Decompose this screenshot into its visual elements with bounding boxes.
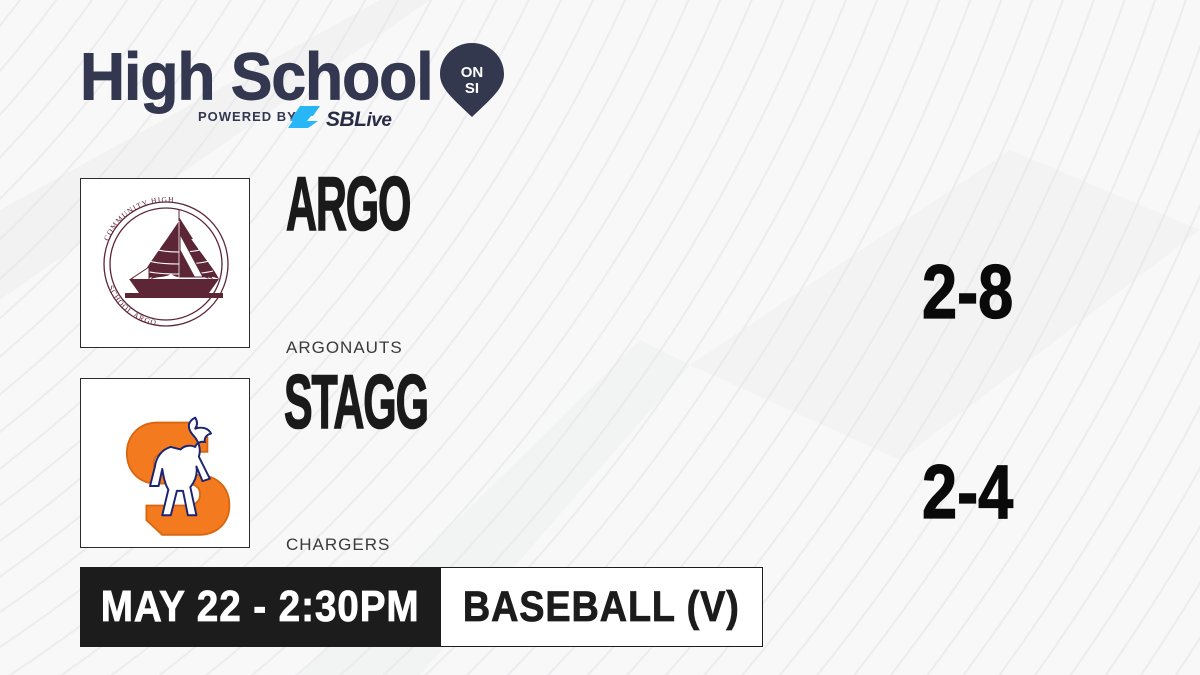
svg-text:SBLive: SBLive [326, 108, 392, 131]
svg-text:COMMUNITY HIGH: COMMUNITY HIGH [102, 195, 175, 242]
svg-text:ON: ON [461, 64, 484, 81]
svg-text:SI: SI [465, 80, 479, 97]
